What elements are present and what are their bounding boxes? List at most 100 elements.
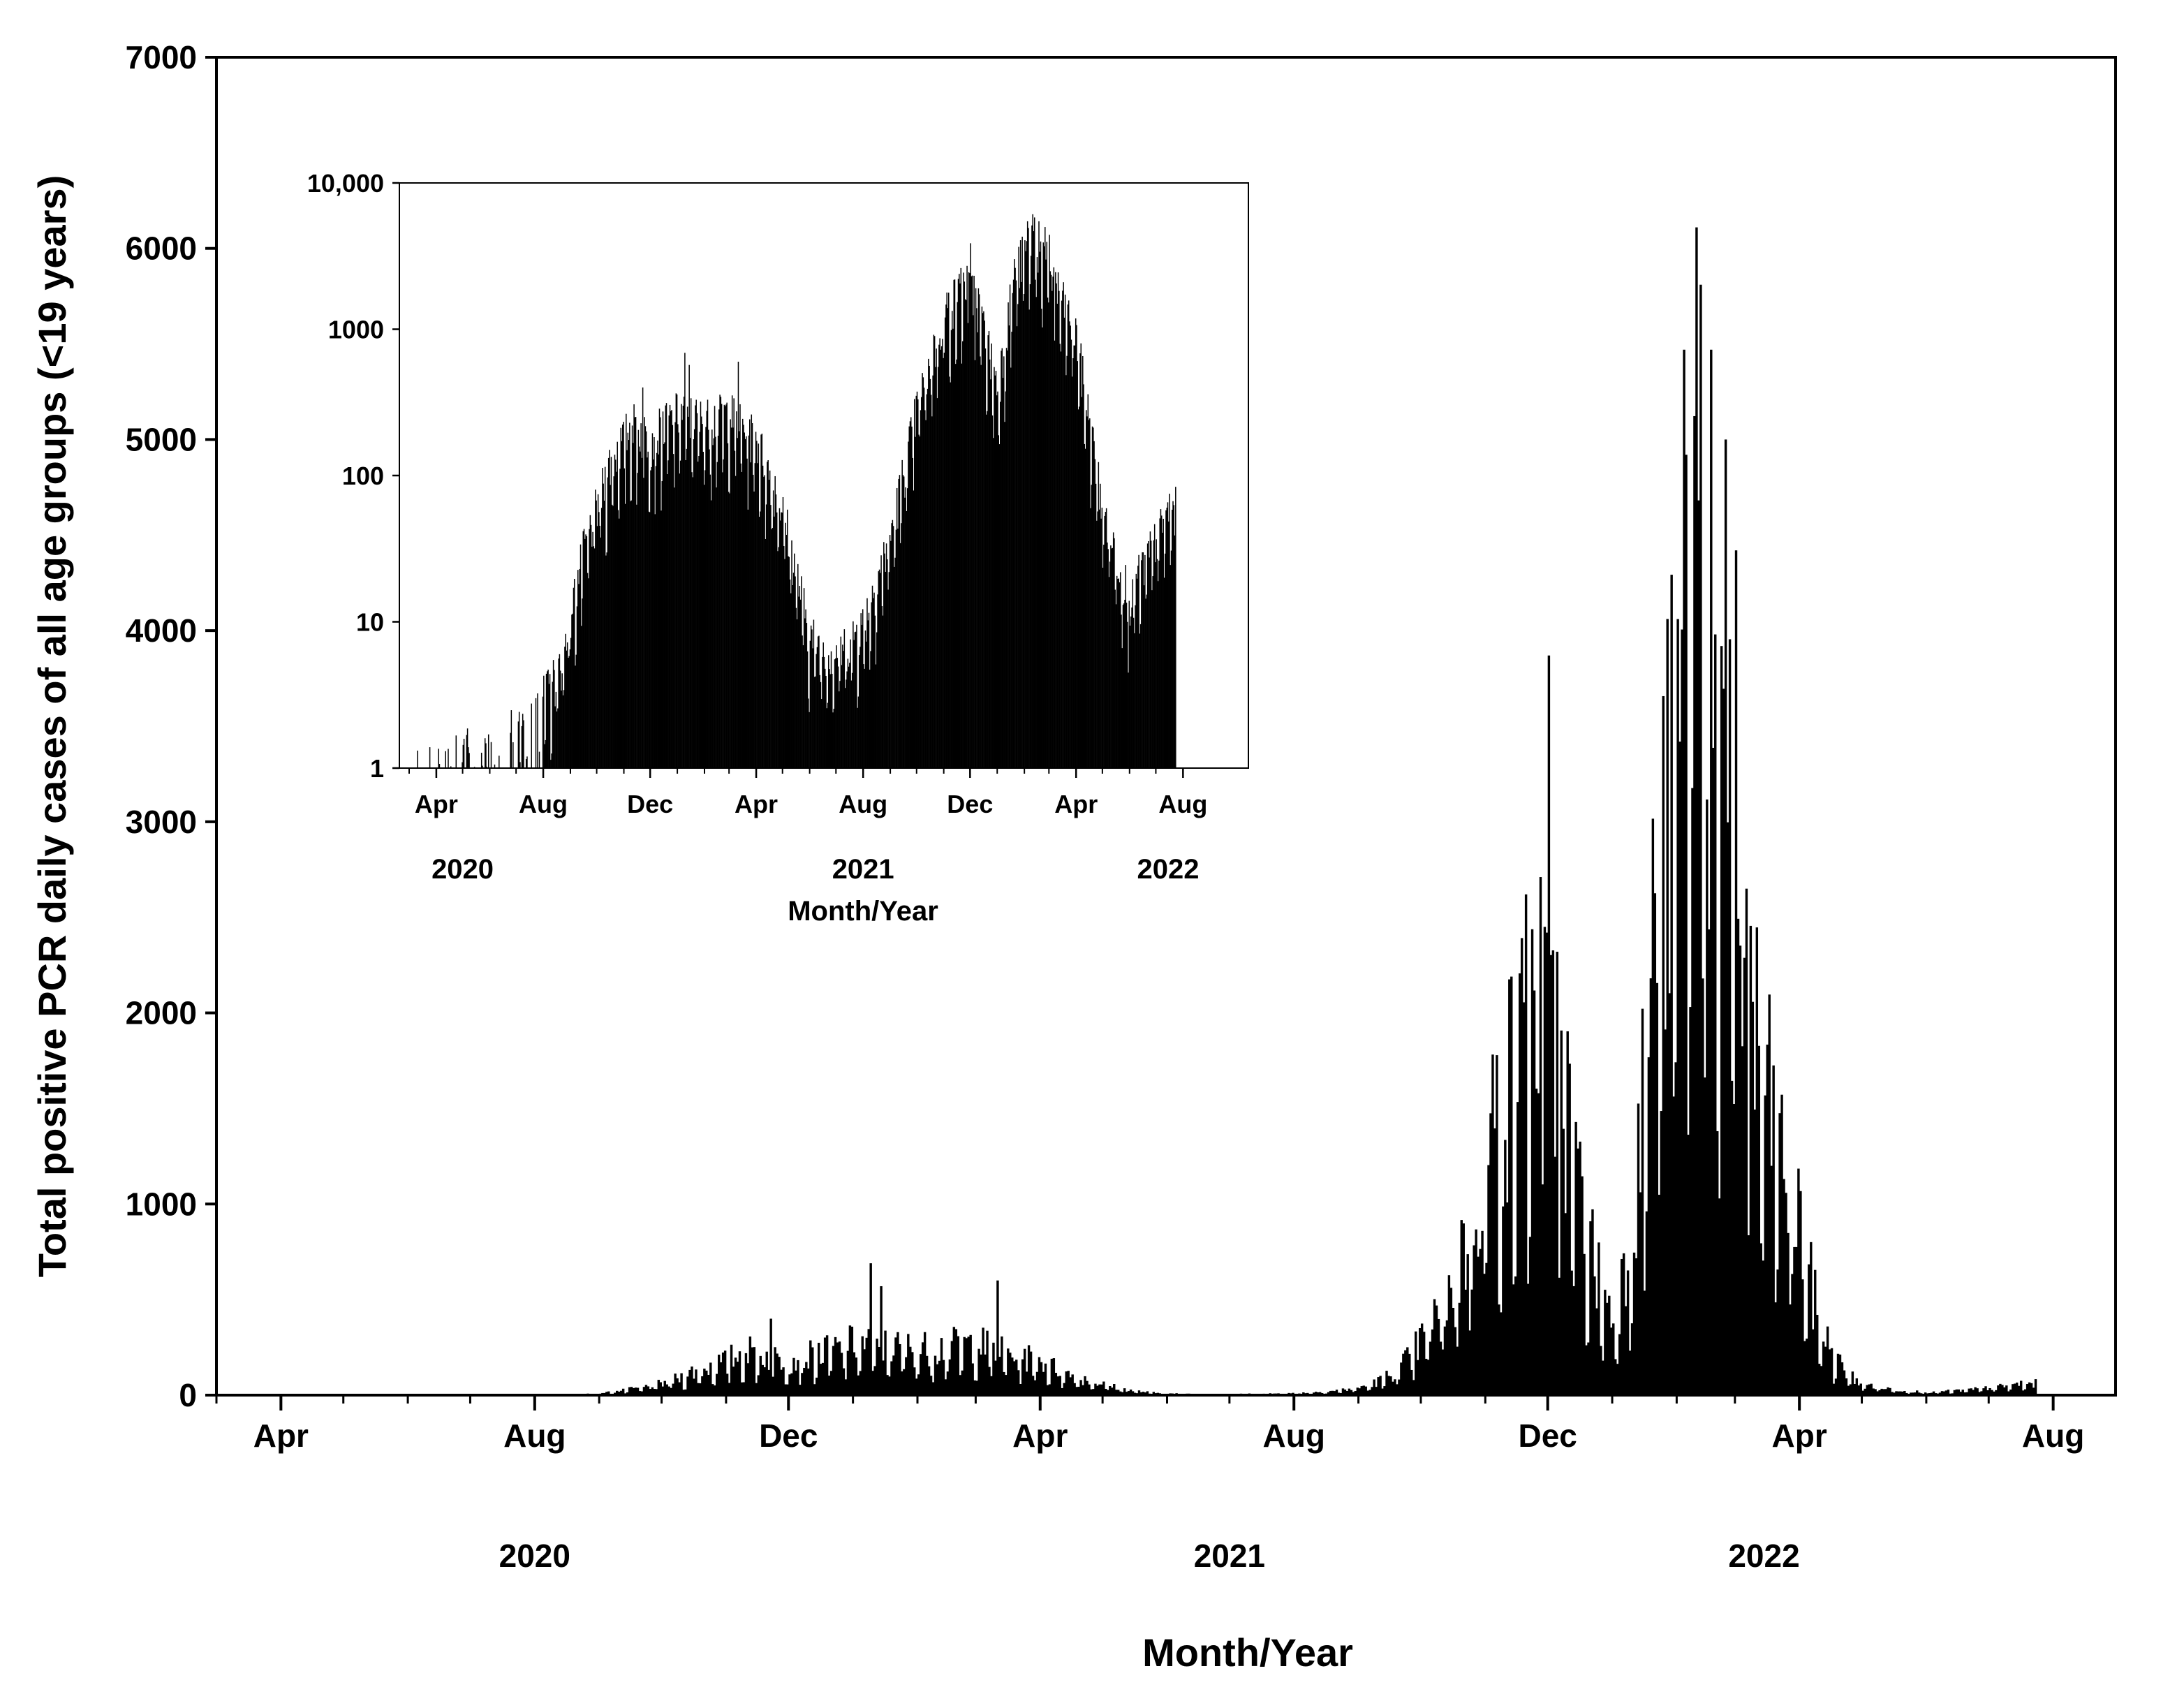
- inset-bar: [580, 544, 582, 768]
- main-bar: [1726, 822, 1729, 1395]
- main-bar: [1481, 1230, 1484, 1395]
- main-bar: [682, 1390, 685, 1395]
- main-bar: [1695, 227, 1698, 1395]
- main-x-tick-label: Apr: [1772, 1417, 1827, 1454]
- inset-bar: [950, 382, 951, 768]
- inset-bar: [1112, 547, 1114, 768]
- inset-bar: [586, 573, 589, 768]
- main-bar: [1377, 1377, 1380, 1395]
- main-bar: [1658, 1195, 1661, 1395]
- inset-bar: [482, 765, 483, 768]
- inset-bar: [806, 623, 808, 768]
- main-bar: [1009, 1353, 1012, 1395]
- main-bar: [850, 1326, 854, 1395]
- inset-bar: [980, 356, 981, 769]
- inset-bar: [851, 672, 853, 768]
- inset-bar: [1054, 340, 1056, 768]
- inset-bar: [957, 302, 959, 768]
- inset-bar: [1157, 581, 1159, 768]
- main-bar: [1394, 1379, 1396, 1395]
- inset-bar: [749, 419, 751, 768]
- inset-bar: [573, 587, 575, 768]
- inset-bar: [884, 553, 885, 768]
- inset-bar: [878, 569, 880, 768]
- main-bar: [1500, 1312, 1503, 1395]
- inset-bar: [798, 596, 799, 768]
- main-bar: [1116, 1390, 1120, 1395]
- inset-bar: [624, 503, 626, 768]
- inset-bar: [978, 294, 980, 768]
- inset-bar: [971, 276, 973, 768]
- inset-bar: [925, 420, 927, 768]
- main-bar: [1838, 1354, 1842, 1395]
- main-bar: [1978, 1392, 1981, 1395]
- main-bar: [1674, 1062, 1677, 1395]
- main-bar: [774, 1347, 776, 1395]
- inset-bar: [833, 709, 835, 768]
- inset-bar: [662, 411, 664, 768]
- main-bar: [1396, 1384, 1399, 1395]
- inset-bar: [1012, 293, 1014, 768]
- main-bar: [971, 1363, 974, 1395]
- inset-bar: [585, 534, 586, 768]
- inset-bar: [1107, 549, 1109, 768]
- main-bar: [1491, 1054, 1494, 1395]
- inset-bar: [846, 671, 848, 768]
- inset-bar: [650, 470, 651, 768]
- main-bar: [1487, 1165, 1490, 1395]
- inset-bar: [551, 753, 552, 768]
- inset-bar: [624, 468, 626, 768]
- main-bar: [888, 1376, 891, 1395]
- inset-bar: [1152, 576, 1153, 768]
- main-bar: [1389, 1376, 1392, 1395]
- inset-bar: [598, 512, 600, 768]
- main-bar: [1598, 1242, 1600, 1395]
- inset-bar: [1035, 297, 1037, 768]
- inset-bar: [1098, 462, 1100, 768]
- inset-bar: [837, 666, 839, 768]
- main-bar: [1512, 1284, 1515, 1395]
- inset-bar: [609, 450, 610, 768]
- main-bar: [878, 1347, 880, 1395]
- main-bar: [790, 1373, 793, 1395]
- inset-bar: [1001, 351, 1002, 769]
- main-bar: [1543, 927, 1547, 1395]
- inset-bar: [908, 441, 909, 768]
- main-bar: [1836, 1353, 1840, 1395]
- inset-bar: [1011, 332, 1012, 768]
- inset-bar: [1170, 550, 1172, 768]
- inset-bar: [853, 621, 854, 768]
- main-bar: [1968, 1388, 1970, 1395]
- inset-bar: [526, 756, 528, 768]
- main-bar: [1955, 1389, 1958, 1395]
- inset-bar: [1112, 532, 1114, 768]
- inset-bar: [1160, 515, 1163, 768]
- inset-bar: [1172, 510, 1173, 768]
- main-bar: [1822, 1341, 1825, 1395]
- inset-bar: [665, 403, 667, 768]
- main-bar: [1082, 1385, 1084, 1395]
- main-bar: [1468, 1330, 1471, 1395]
- main-bar: [1375, 1387, 1378, 1395]
- inset-bar: [631, 425, 633, 768]
- inset-bar: [747, 509, 749, 768]
- inset-bar: [992, 438, 994, 768]
- main-bar: [1356, 1387, 1359, 1395]
- inset-bar: [1162, 532, 1163, 768]
- main-bar: [825, 1335, 829, 1395]
- inset-bar: [525, 759, 527, 768]
- inset-bar: [984, 321, 985, 768]
- main-bar: [1558, 1277, 1561, 1395]
- inset-bar: [710, 500, 712, 768]
- main-bar: [1102, 1381, 1105, 1395]
- inset-bar: [815, 676, 816, 768]
- main-bar: [1676, 619, 1679, 1395]
- inset-bar: [961, 363, 963, 768]
- main-bar: [1044, 1363, 1047, 1395]
- main-y-tick-label: 7000: [126, 39, 197, 75]
- inset-bar: [728, 492, 730, 768]
- main-bar: [1897, 1391, 1900, 1395]
- main-bar: [1410, 1369, 1413, 1395]
- main-bar: [651, 1387, 654, 1395]
- inset-bar: [938, 344, 940, 768]
